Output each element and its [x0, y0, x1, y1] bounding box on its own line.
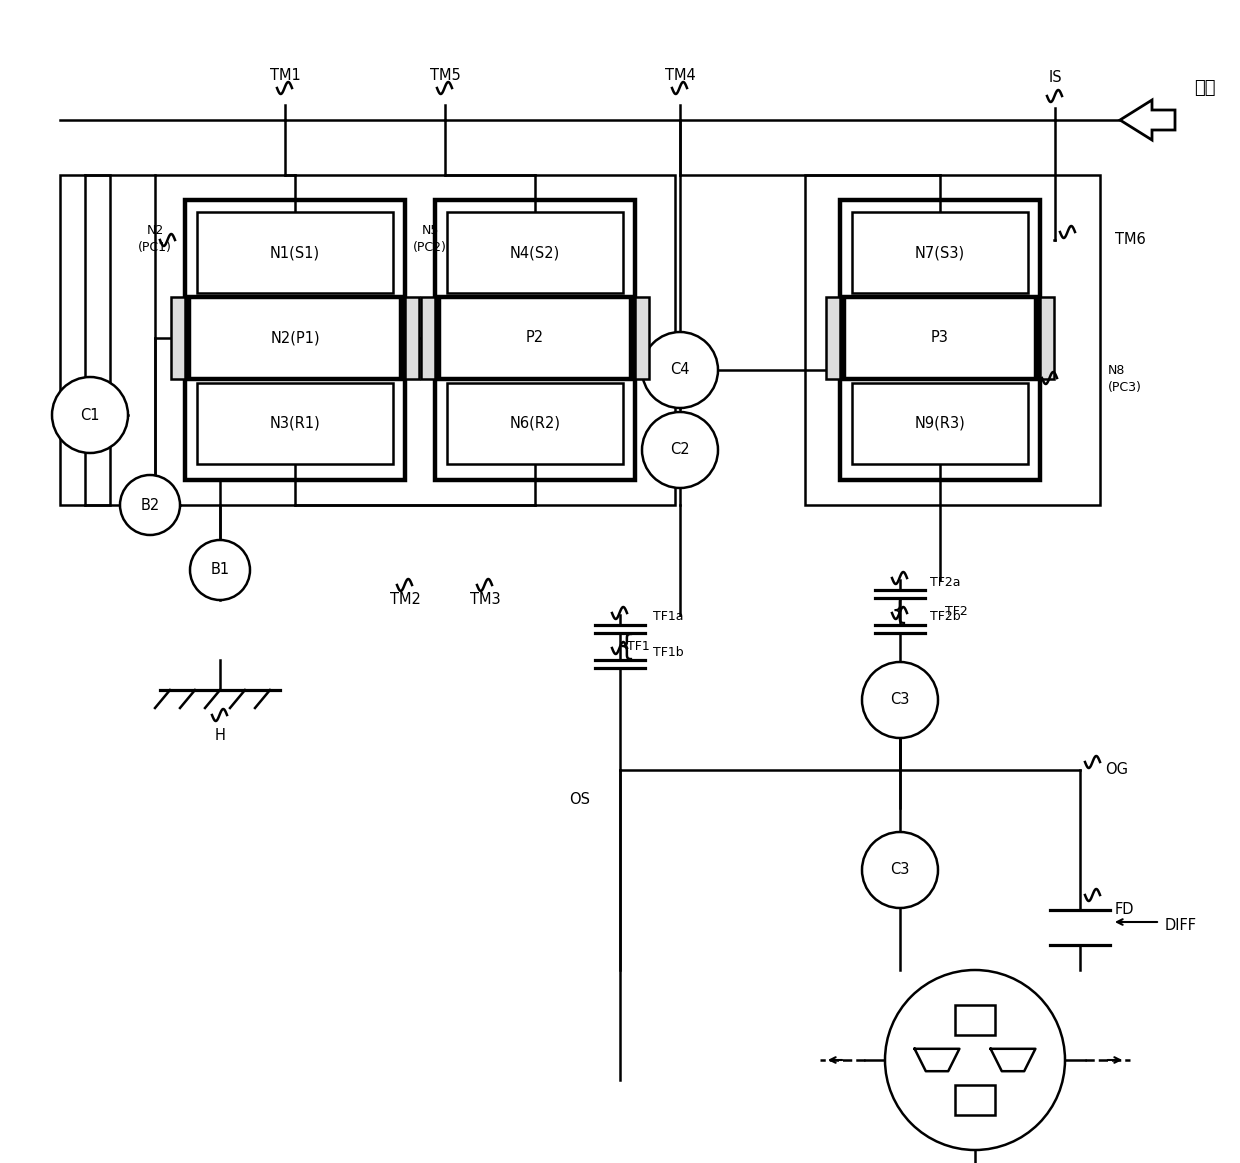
Text: C3: C3: [890, 692, 910, 707]
Bar: [844, 298, 1035, 379]
Text: C3: C3: [890, 863, 910, 878]
Text: N3(R1): N3(R1): [269, 416, 320, 430]
Text: N4(S2): N4(S2): [510, 245, 560, 261]
Text: B2: B2: [140, 498, 160, 513]
Text: TM5: TM5: [429, 67, 460, 83]
Bar: [839, 200, 1040, 480]
Text: P2: P2: [526, 330, 544, 345]
Bar: [446, 383, 622, 464]
Text: {: {: [618, 633, 635, 661]
Bar: [826, 298, 839, 379]
Text: B1: B1: [211, 563, 229, 578]
Circle shape: [862, 832, 937, 908]
Text: C2: C2: [670, 442, 689, 457]
FancyArrow shape: [1120, 100, 1176, 140]
Text: IS: IS: [1048, 71, 1061, 86]
Text: TF2a: TF2a: [930, 576, 961, 588]
Text: FD: FD: [1115, 902, 1135, 918]
Bar: [446, 212, 622, 293]
Bar: [852, 383, 1028, 464]
Text: N1(S1): N1(S1): [270, 245, 320, 261]
Text: (PC1): (PC1): [138, 242, 172, 255]
Text: TM6: TM6: [1115, 233, 1146, 248]
Bar: [405, 298, 419, 379]
Text: DIFF: DIFF: [1166, 918, 1197, 933]
Text: TM3: TM3: [470, 592, 500, 607]
Text: N5: N5: [422, 223, 439, 236]
Text: TF1a: TF1a: [653, 611, 683, 623]
Bar: [171, 298, 185, 379]
Bar: [435, 200, 635, 480]
Text: C1: C1: [81, 407, 99, 422]
Bar: [852, 212, 1028, 293]
Text: TM1: TM1: [269, 67, 300, 83]
Bar: [635, 298, 649, 379]
Text: OG: OG: [1105, 763, 1128, 778]
Bar: [1040, 298, 1054, 379]
Circle shape: [642, 331, 718, 408]
Text: N6(R2): N6(R2): [510, 416, 560, 430]
Text: (PC3): (PC3): [1109, 381, 1142, 394]
Text: N2(P1): N2(P1): [270, 330, 320, 345]
Bar: [155, 174, 675, 505]
Circle shape: [190, 540, 250, 600]
Circle shape: [885, 970, 1065, 1150]
Text: (PC2): (PC2): [413, 242, 446, 255]
Text: {: {: [890, 598, 908, 626]
Bar: [197, 212, 393, 293]
Text: TF2b: TF2b: [930, 611, 961, 623]
Text: C4: C4: [671, 363, 689, 378]
Text: TM2: TM2: [389, 592, 420, 607]
Text: H: H: [215, 728, 226, 742]
Bar: [188, 298, 401, 379]
Bar: [955, 1085, 994, 1115]
Bar: [185, 200, 405, 480]
Bar: [955, 1005, 994, 1035]
Circle shape: [120, 475, 180, 535]
Text: N9(R3): N9(R3): [915, 416, 966, 430]
Bar: [439, 298, 631, 379]
Bar: [422, 298, 435, 379]
Text: TM4: TM4: [665, 67, 696, 83]
Circle shape: [862, 662, 937, 739]
Text: TF1b: TF1b: [653, 645, 683, 658]
Circle shape: [642, 412, 718, 488]
Bar: [60, 174, 110, 505]
Text: N8: N8: [1109, 364, 1126, 377]
Text: 输入: 输入: [1194, 79, 1215, 97]
Text: N2: N2: [146, 223, 164, 236]
Bar: [197, 383, 393, 464]
Text: OS: OS: [569, 792, 590, 807]
Circle shape: [52, 377, 128, 454]
Bar: [805, 174, 1100, 505]
Text: TF1: TF1: [627, 640, 650, 652]
Text: N7(S3): N7(S3): [915, 245, 965, 261]
Text: TF2: TF2: [945, 605, 967, 618]
Text: P3: P3: [931, 330, 949, 345]
